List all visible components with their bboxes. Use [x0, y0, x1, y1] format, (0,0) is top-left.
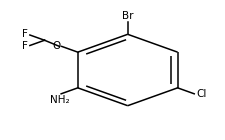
Text: Cl: Cl	[196, 89, 206, 99]
Text: NH₂: NH₂	[50, 95, 70, 105]
Text: F: F	[22, 41, 28, 51]
Text: O: O	[52, 41, 60, 51]
Text: Br: Br	[122, 11, 133, 21]
Text: F: F	[22, 29, 28, 39]
